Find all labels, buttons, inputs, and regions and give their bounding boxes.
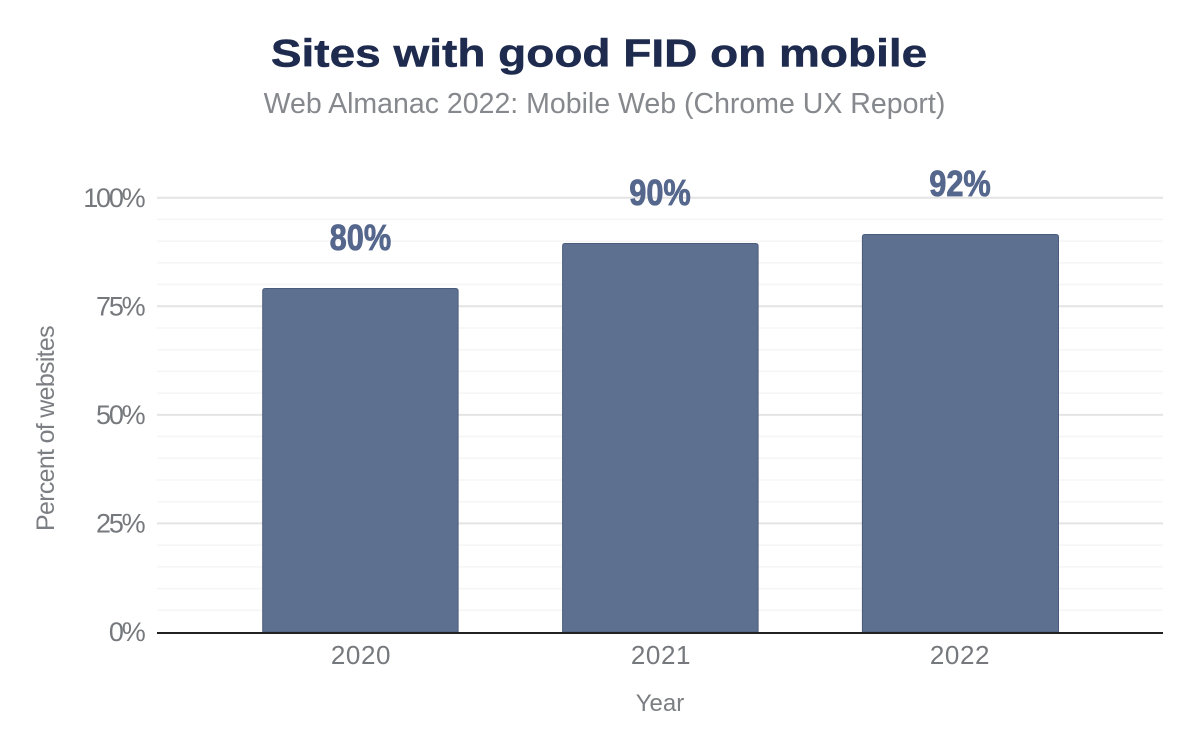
svg-text:2020: 2020 (331, 640, 391, 670)
svg-text:2021: 2021 (631, 640, 691, 670)
svg-text:Web Almanac 2022: Mobile Web (: Web Almanac 2022: Mobile Web (Chrome UX … (264, 88, 946, 120)
svg-text:90%: 90% (629, 174, 691, 214)
svg-text:Year: Year (636, 690, 685, 717)
svg-text:75%: 75% (96, 292, 146, 322)
svg-text:100%: 100% (83, 183, 145, 213)
svg-text:Sites with good FID on mobile: Sites with good FID on mobile (271, 32, 927, 76)
svg-text:25%: 25% (96, 509, 146, 539)
svg-text:80%: 80% (330, 219, 392, 259)
svg-text:50%: 50% (96, 400, 146, 430)
svg-text:Percent of websites: Percent of websites (32, 326, 60, 531)
svg-text:92%: 92% (929, 165, 991, 205)
svg-text:2022: 2022 (930, 640, 990, 670)
svg-text:0%: 0% (109, 617, 146, 647)
